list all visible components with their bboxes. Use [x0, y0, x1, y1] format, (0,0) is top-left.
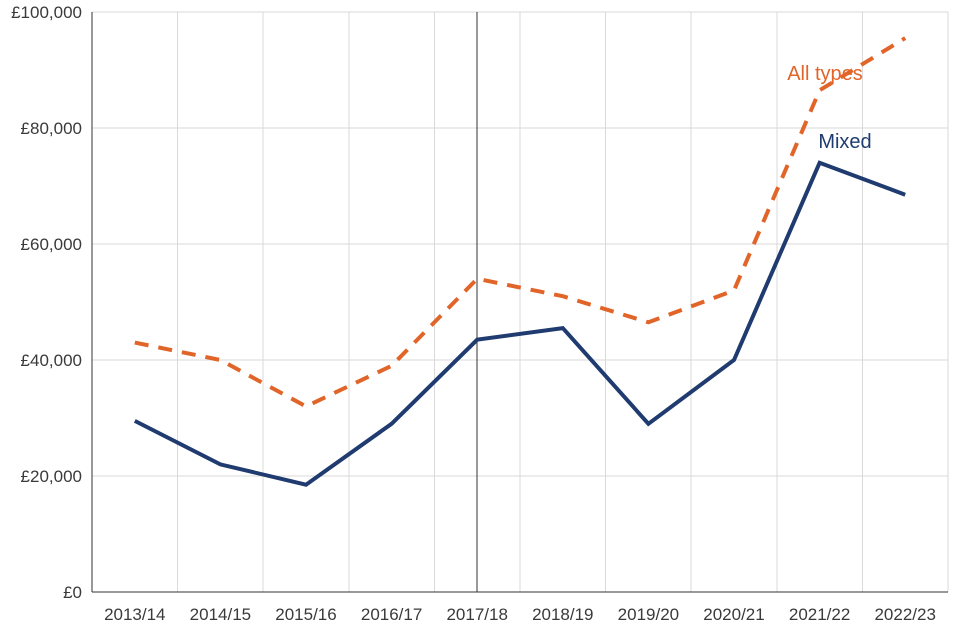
series-label-mixed: Mixed [818, 131, 871, 153]
x-tick-label: 2013/14 [104, 605, 165, 624]
line-chart: £0 £20,000 £40,000 £60,000 £80,000 £100,000 20… [0, 0, 960, 640]
y-tick-label: £40,000 [21, 351, 82, 370]
y-tick-label: £0 [63, 583, 82, 602]
y-tick-label: £100,000 [11, 3, 82, 22]
x-tick-label: 2021/22 [789, 605, 850, 624]
y-tick-label: £80,000 [21, 119, 82, 138]
x-tick-label: 2019/20 [618, 605, 679, 624]
x-tick-label: 2015/16 [275, 605, 336, 624]
x-tick-label: 2020/21 [703, 605, 764, 624]
x-tick-label: 2017/18 [446, 605, 507, 624]
y-tick-label: £60,000 [21, 235, 82, 254]
series-label-all_types: All types [787, 63, 863, 85]
x-tick-label: 2022/23 [874, 605, 935, 624]
x-tick-label: 2018/19 [532, 605, 593, 624]
y-tick-label: £20,000 [21, 467, 82, 486]
x-tick-label: 2016/17 [361, 605, 422, 624]
x-tick-label: 2014/15 [190, 605, 251, 624]
